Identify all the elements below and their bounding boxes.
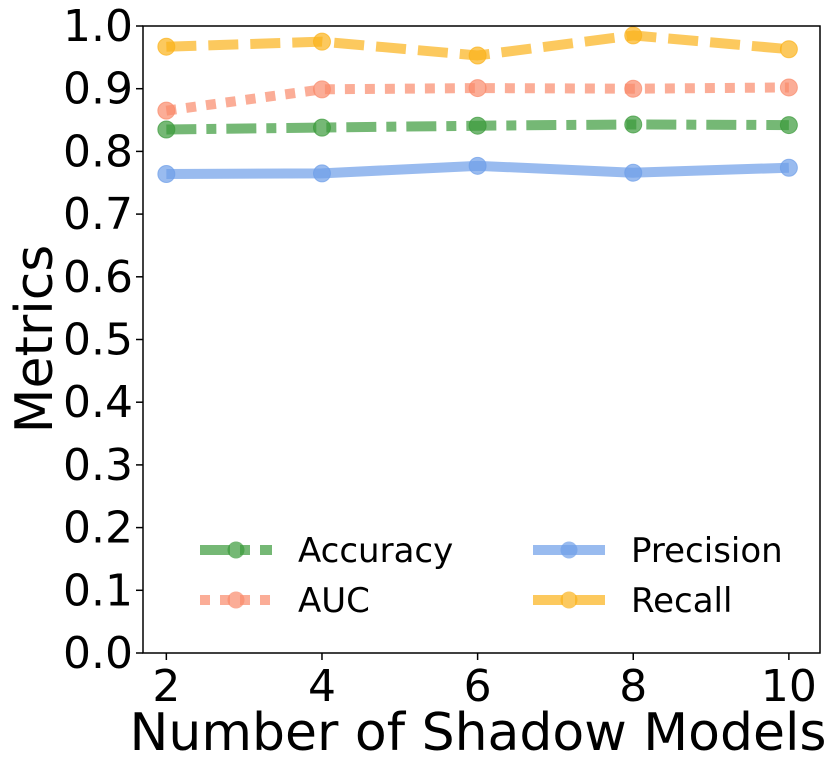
legend-label-auc: AUC	[298, 581, 370, 621]
y-tick-label: 0.7	[63, 189, 133, 240]
legend-label-precision: Precision	[631, 531, 783, 571]
legend-label-accuracy: Accuracy	[298, 531, 453, 571]
data-point-auc	[468, 79, 487, 98]
legend-marker-precision	[560, 541, 578, 559]
series-auc	[157, 78, 798, 120]
legend-item-auc: AUC	[200, 581, 370, 621]
y-tick-label: 0.2	[63, 503, 133, 554]
y-tick-label: 0.3	[63, 440, 133, 491]
legend: Accuracy AUC Precision Recall	[200, 531, 783, 621]
data-point-auc	[624, 79, 643, 98]
data-point-recall	[468, 46, 487, 65]
legend-label-recall: Recall	[631, 581, 732, 621]
y-tick-label: 0.1	[63, 565, 133, 616]
x-tick-label: 10	[761, 661, 817, 712]
data-point-auc	[779, 78, 798, 97]
data-point-accuracy	[312, 118, 331, 137]
y-axis: 0.0 0.1 0.2 0.3 0.4 0.5 0.6 0.7 0.8 0.9 1.0	[63, 1, 143, 679]
series-line-auc	[165, 82, 789, 116]
data-point-auc	[312, 80, 331, 99]
x-axis: 2 4 6 8 10	[152, 653, 817, 712]
data-point-accuracy	[157, 120, 176, 139]
y-tick-label: 0.8	[63, 126, 133, 177]
series-precision	[157, 156, 798, 183]
x-tick-label: 8	[619, 661, 647, 712]
data-point-precision	[312, 164, 331, 183]
legend-item-precision: Precision	[533, 531, 783, 571]
legend-item-accuracy: Accuracy	[200, 531, 453, 571]
data-point-recall	[157, 37, 176, 56]
series-lines	[157, 26, 798, 183]
data-point-accuracy	[468, 116, 487, 135]
y-tick-label: 0.0	[63, 628, 133, 679]
y-axis-label: Metrics	[5, 245, 65, 434]
y-tick-label: 0.4	[63, 377, 133, 428]
y-tick-label: 0.6	[63, 252, 133, 303]
series-recall	[157, 26, 798, 65]
x-tick-label: 6	[464, 661, 492, 712]
x-tick-label: 4	[308, 661, 336, 712]
data-point-auc	[157, 101, 176, 120]
data-point-recall	[624, 26, 643, 45]
data-point-precision	[468, 156, 487, 175]
data-point-precision	[779, 158, 798, 177]
x-axis-label: Number of Shadow Models	[130, 703, 827, 763]
data-point-recall	[312, 32, 331, 51]
data-point-precision	[624, 163, 643, 182]
series-accuracy	[157, 115, 798, 139]
y-tick-label: 1.0	[63, 1, 133, 52]
legend-marker-accuracy	[227, 541, 245, 559]
data-point-precision	[157, 164, 176, 183]
x-tick-label: 2	[152, 661, 180, 712]
y-tick-label: 0.5	[63, 315, 133, 366]
data-point-accuracy	[779, 116, 798, 135]
legend-item-recall: Recall	[533, 581, 732, 621]
data-point-recall	[779, 40, 798, 59]
legend-marker-auc	[227, 591, 245, 609]
legend-marker-recall	[560, 591, 578, 609]
y-tick-label: 0.9	[63, 64, 133, 115]
data-point-accuracy	[624, 115, 643, 134]
